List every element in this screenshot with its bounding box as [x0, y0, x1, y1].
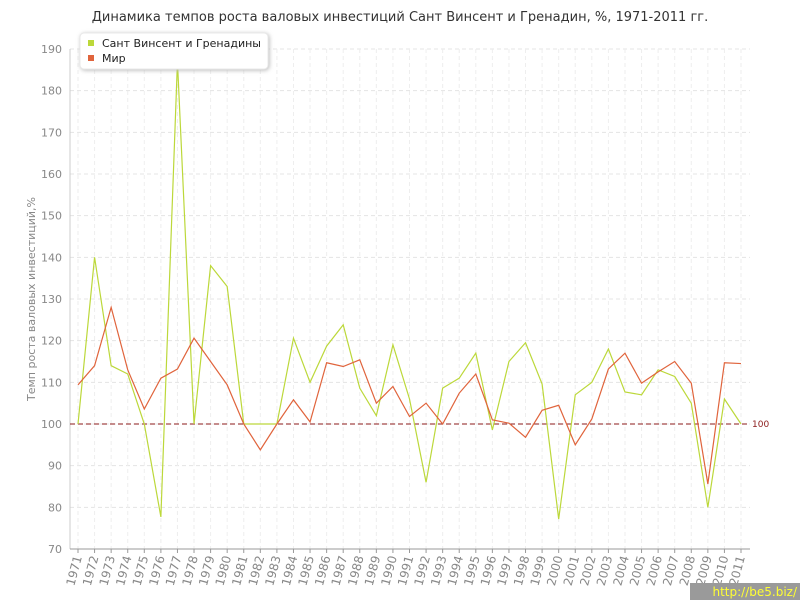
legend-label: Сант Винсент и Гренадины [102, 37, 261, 50]
watermark: http://be5.biz/ [712, 585, 797, 599]
y-tick-label: 90 [48, 460, 62, 473]
y-tick-label: 120 [41, 335, 62, 348]
y-tick-label: 100 [41, 418, 62, 431]
chart-title: Динамика темпов роста валовых инвестиций… [92, 10, 709, 25]
y-tick-label: 160 [41, 168, 62, 181]
series-line [77, 305, 742, 485]
reference-label: 100 [752, 420, 769, 430]
series-line [77, 61, 742, 520]
y-tick-label: 170 [41, 126, 62, 139]
watermark-bg [690, 583, 800, 600]
legend-marker [88, 40, 94, 46]
y-axis-label: Темп роста валовых инвестиций,% [25, 197, 38, 402]
y-tick-label: 140 [41, 251, 62, 264]
y-tick-label: 150 [41, 210, 62, 223]
y-tick-label: 70 [48, 543, 62, 556]
legend-box [79, 32, 269, 70]
y-tick-label: 110 [41, 376, 62, 389]
legend-marker [88, 55, 94, 61]
y-tick-label: 80 [48, 501, 62, 514]
legend: Сант Винсент и Гренадины Мир [79, 32, 269, 70]
y-tick-label: 130 [41, 293, 62, 306]
y-tick-label: 180 [41, 85, 62, 98]
y-tick-label: 190 [41, 43, 62, 56]
legend-label: Мир [102, 52, 126, 65]
